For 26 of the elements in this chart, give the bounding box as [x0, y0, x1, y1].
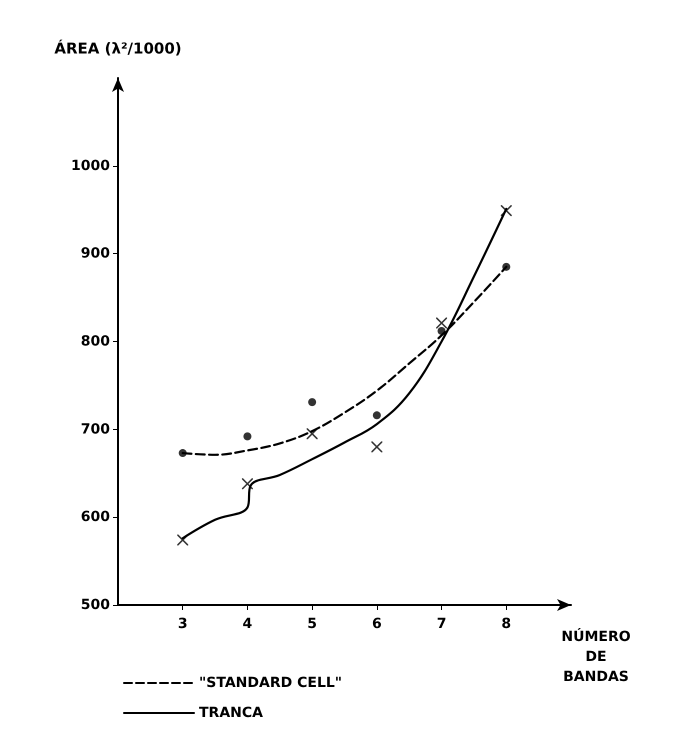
point [502, 262, 510, 271]
point [308, 398, 316, 406]
x-tick-label: 7 [436, 616, 446, 632]
point [306, 428, 318, 440]
legend-label: "STANDARD CELL" [199, 675, 342, 691]
point [438, 326, 446, 335]
point [436, 318, 448, 329]
y-tick-label: 900 [80, 246, 110, 262]
x-tick-label: 5 [307, 616, 318, 632]
legend-label: TRANCA [199, 705, 264, 721]
point [371, 441, 382, 452]
point [243, 432, 252, 440]
x-tick-label: 3 [178, 616, 188, 632]
point [500, 205, 512, 216]
point [372, 411, 381, 420]
y-tick-label: 600 [80, 509, 110, 526]
x-axis-title: NÚMERO DE BANDAS [561, 628, 631, 685]
x-tick-label: 4 [242, 616, 253, 632]
y-tick-label: 500 [80, 597, 110, 613]
y-tick-label: 1000 [71, 158, 110, 174]
y-axis-title: ÁREA (λ²/1000) [54, 40, 182, 58]
x-tick-label: 6 [372, 616, 382, 632]
point [178, 449, 187, 458]
y-tick-label: 800 [80, 334, 110, 350]
y-tick-label: 700 [80, 421, 110, 438]
x-tick-label: 8 [501, 616, 512, 632]
